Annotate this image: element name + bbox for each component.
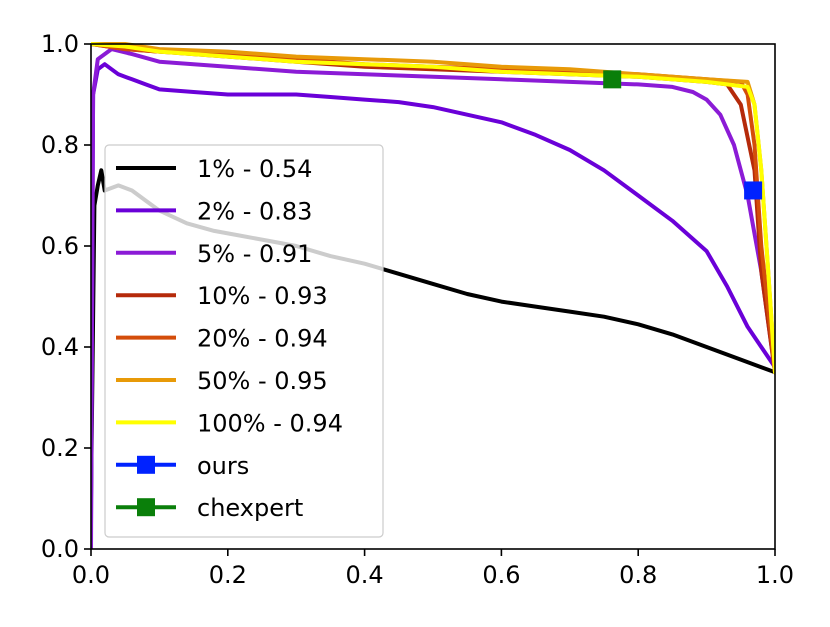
x-tick-label: 0.0: [72, 561, 110, 589]
series-line-2: [91, 47, 775, 549]
axes-layer: 0.0 0.2 0.4 0.6 0.8 1.0 0.0 0.2 0.4 0.6 0.8 1.0: [41, 30, 794, 589]
legend-label-8: chexpert: [197, 494, 303, 522]
legend-label-1: 2% - 0.83: [197, 197, 312, 225]
series-line-6: [91, 42, 775, 375]
series-line-1: [91, 62, 775, 526]
y-tick-label: 0.2: [41, 434, 79, 462]
legend-label-2: 5% - 0.91: [197, 240, 312, 268]
series-layer: [91, 42, 775, 549]
x-tick-label: 1.0: [756, 561, 794, 589]
y-tick-label: 0.6: [41, 232, 79, 260]
legend-marker-7: [137, 455, 155, 474]
x-tick-label: 0.4: [346, 561, 384, 589]
marker-point-chexpert: [603, 70, 622, 89]
legend: 1% - 0.54 2% - 0.83 5% - 0.91 10% - 0.93 20%…: [104, 144, 384, 538]
legend-label-7: ours: [197, 452, 249, 480]
marker-point-ours: [744, 181, 763, 200]
x-tick-label: 0.8: [619, 561, 657, 589]
x-tick-label: 0.2: [209, 561, 247, 589]
y-tick-label: 0.4: [41, 333, 79, 361]
legend-box: [104, 144, 384, 538]
legend-marker-8: [137, 498, 155, 517]
legend-label-6: 100% - 0.94: [197, 409, 343, 437]
legend-label-3: 10% - 0.93: [197, 282, 328, 310]
marker-layer: [603, 70, 763, 200]
legend-label-0: 1% - 0.54: [197, 155, 312, 183]
y-tick-label: 0.0: [41, 535, 79, 563]
legend-label-4: 20% - 0.94: [197, 325, 328, 353]
legend-label-5: 50% - 0.95: [197, 367, 328, 395]
x-tick-label: 0.6: [482, 561, 520, 589]
y-tick-label: 0.8: [41, 131, 79, 159]
y-tick-label: 1.0: [41, 30, 79, 58]
plot-frame: [90, 43, 776, 550]
